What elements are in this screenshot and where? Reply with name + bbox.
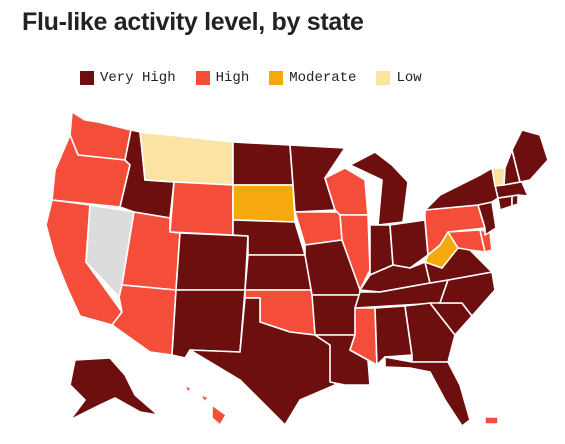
state-washington	[69, 111, 132, 161]
territory-puerto-rico	[484, 416, 499, 425]
state-ohio	[389, 219, 429, 269]
legend-swatch-low	[376, 71, 391, 85]
state-south-dakota	[232, 184, 296, 223]
state-michigan	[349, 151, 409, 226]
state-colorado	[175, 232, 249, 291]
state-arkansas	[311, 294, 361, 336]
state-vermont	[491, 167, 506, 187]
legend-label-low: Low	[396, 70, 422, 86]
legend-label-very-high: Very High	[100, 70, 176, 86]
state-arizona	[111, 284, 177, 356]
legend-item-high: High	[195, 70, 250, 86]
state-montana	[139, 131, 234, 186]
legend-swatch-moderate	[269, 71, 284, 85]
state-iowa	[294, 211, 343, 246]
legend-label-high: High	[215, 70, 250, 86]
state-north-dakota	[232, 141, 294, 186]
state-maryland	[447, 229, 486, 253]
state-new-mexico	[171, 289, 246, 359]
state-florida	[384, 356, 471, 427]
state-rhode-island	[511, 194, 519, 207]
map-title: Flu-like activity level, by state	[22, 8, 364, 36]
state-kansas	[244, 254, 313, 291]
legend-swatch-high	[195, 71, 210, 85]
legend-swatch-very-high	[80, 71, 94, 85]
legend-item-moderate: Moderate	[269, 70, 356, 86]
legend-item-low: Low	[376, 70, 422, 86]
state-alaska	[69, 357, 159, 421]
state-maine	[511, 129, 549, 183]
legend-item-very-high: Very High	[80, 70, 176, 86]
state-wyoming	[169, 181, 234, 236]
state-illinois	[339, 214, 371, 291]
state-texas	[189, 297, 336, 426]
legend: Very High High Moderate Low	[80, 70, 442, 86]
state-alabama	[374, 305, 413, 366]
state-hawaii	[184, 384, 227, 426]
state-new-york	[424, 167, 499, 211]
legend-label-moderate: Moderate	[289, 70, 357, 86]
